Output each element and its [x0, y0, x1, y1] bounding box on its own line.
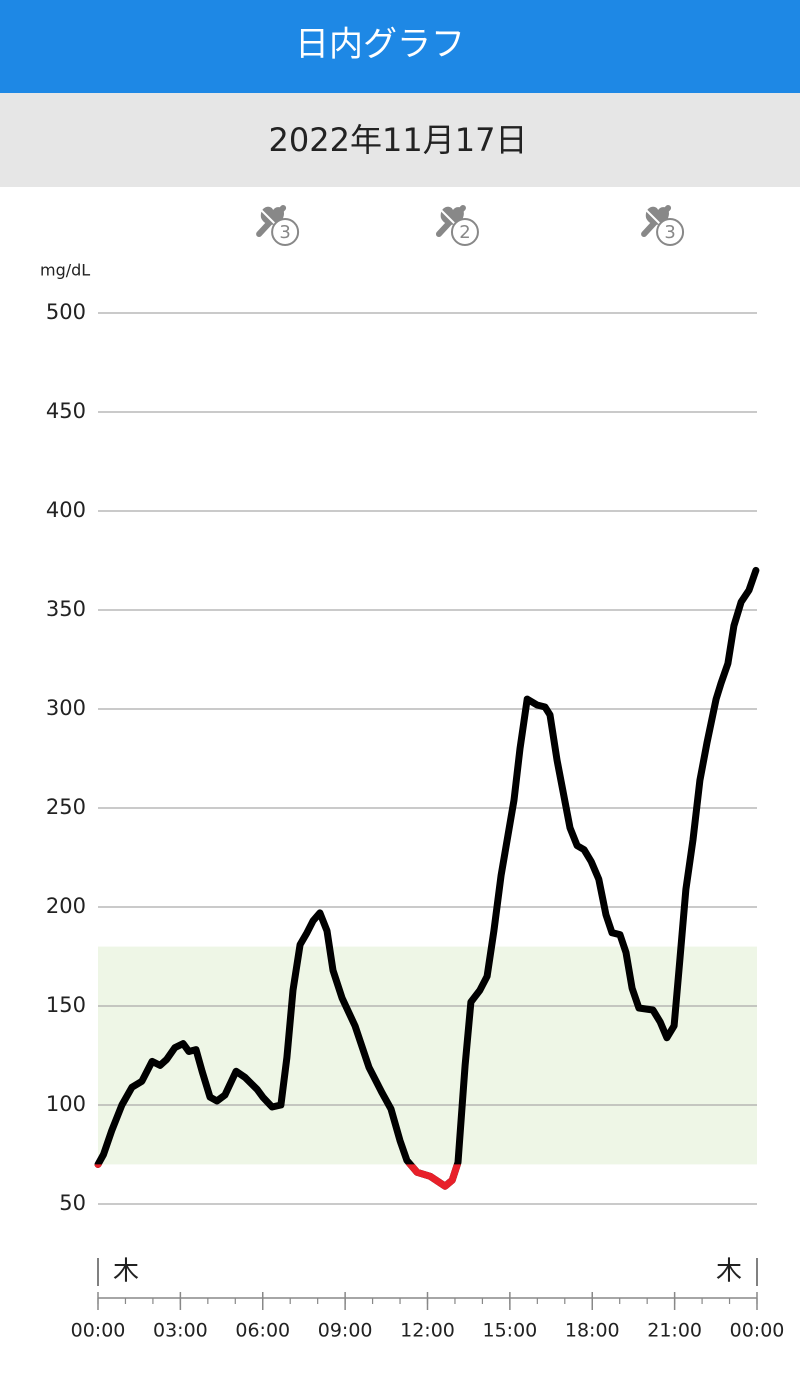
event-icon: 2: [435, 205, 479, 246]
event-icon: 3: [641, 205, 685, 246]
x-tick-label: 12:00: [400, 1320, 455, 1342]
event-icon: 3: [256, 205, 300, 246]
y-tick-label: 250: [46, 795, 86, 819]
event-label: 3: [664, 222, 675, 243]
x-tick-label: 15:00: [482, 1320, 537, 1342]
event-label: 3: [279, 222, 290, 243]
glucose-line-low: [94, 1164, 462, 1190]
y-tick-label: 50: [59, 1191, 86, 1215]
target-range: [98, 946, 757, 1165]
y-tick-label: 350: [46, 597, 86, 621]
event-badge: [271, 218, 300, 246]
y-tick-label: 100: [46, 1092, 86, 1116]
y-tick-label: 400: [46, 498, 86, 522]
y-tick-label: 450: [46, 399, 86, 423]
y-tick-label: 200: [46, 894, 86, 918]
date: 2022年11月17日: [269, 121, 528, 159]
event-label: 2: [459, 222, 470, 243]
x-tick-label: 03:00: [153, 1320, 208, 1342]
day-label: 木: [716, 1257, 742, 1287]
x-tick-label: 21:00: [647, 1320, 702, 1342]
event-badge: [656, 218, 685, 246]
y-axis-label: mg/dL: [40, 261, 90, 280]
y-tick-label: 300: [46, 696, 86, 720]
y-tick-label: 500: [46, 300, 86, 324]
page-title: 日内グラフ: [295, 25, 465, 65]
day-label: 木: [113, 1257, 139, 1287]
date-bar: [0, 93, 800, 187]
event-badge: [450, 218, 479, 246]
x-tick-label: 06:00: [235, 1320, 290, 1342]
x-tick-label: 18:00: [565, 1320, 620, 1342]
header-bar: [0, 0, 800, 93]
x-tick-label: 00:00: [730, 1320, 785, 1342]
x-tick-label: 09:00: [318, 1320, 373, 1342]
x-tick-label: 00:00: [71, 1320, 126, 1342]
y-tick-label: 150: [46, 993, 86, 1017]
